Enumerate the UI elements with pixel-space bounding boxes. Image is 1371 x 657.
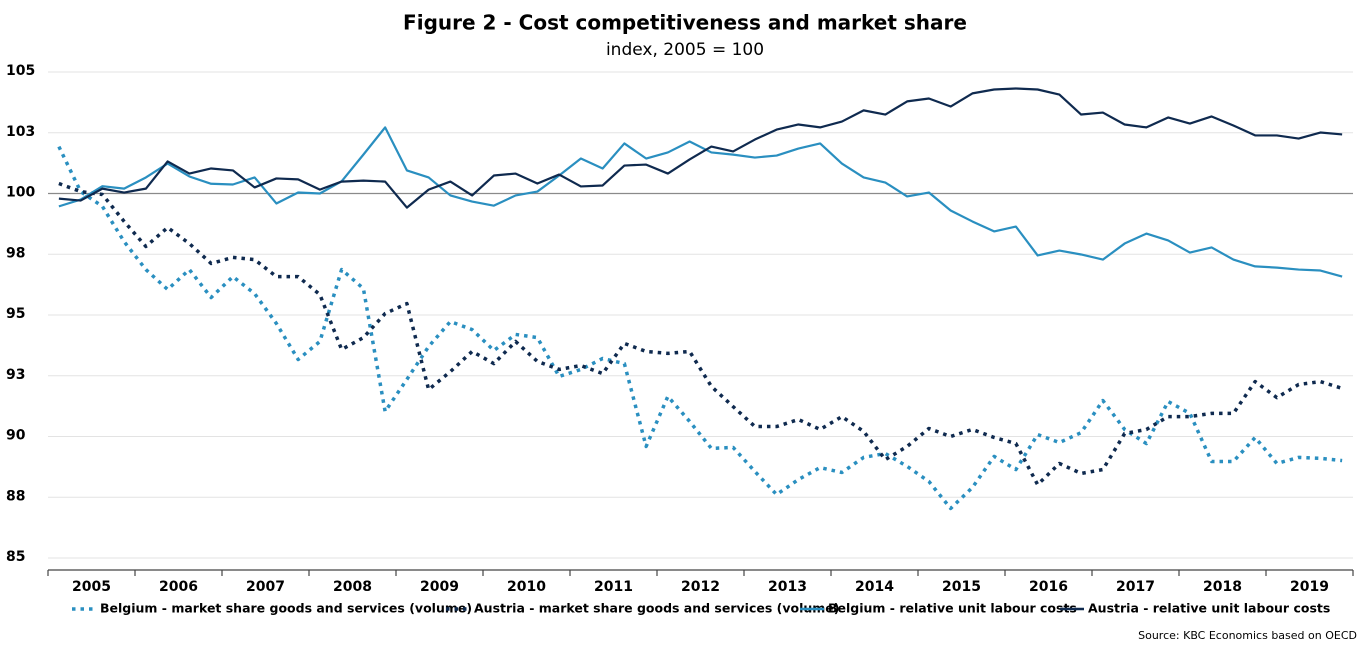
x-tick-label: 2019 — [1290, 579, 1329, 595]
source-note: Source: KBC Economics based on OECD — [1138, 629, 1357, 642]
y-tick-label: 85 — [6, 549, 25, 565]
series-line — [58, 181, 1343, 487]
x-tick-label: 2009 — [420, 579, 459, 595]
x-tick-label: 2015 — [942, 579, 981, 595]
x-tick-label: 2017 — [1116, 579, 1155, 595]
x-tick-label: 2014 — [855, 579, 894, 595]
chart-subtitle: index, 2005 = 100 — [606, 40, 764, 60]
legend-label: Belgium - market share goods and service… — [100, 601, 472, 616]
x-tick-label: 2007 — [246, 579, 285, 595]
x-tick-label: 2008 — [333, 579, 372, 595]
series-line — [58, 87, 1343, 209]
y-tick-label: 95 — [6, 306, 25, 322]
legend-label: Austria - market share goods and service… — [474, 601, 839, 616]
series-line — [57, 145, 1343, 511]
x-tick-label: 2012 — [681, 579, 720, 595]
x-tick-label: 2011 — [594, 579, 633, 595]
y-tick-label: 98 — [6, 245, 25, 261]
y-tick-label: 93 — [6, 367, 25, 383]
y-tick-label: 105 — [6, 63, 35, 79]
y-tick-label: 100 — [6, 185, 35, 201]
x-tick-label: 2016 — [1029, 579, 1068, 595]
x-tick-label: 2006 — [159, 579, 198, 595]
x-tick-label: 2018 — [1203, 579, 1242, 595]
legend-label: Belgium - relative unit labour costs — [828, 601, 1077, 616]
series-line — [58, 126, 1343, 278]
x-tick-label: 2010 — [507, 579, 546, 595]
legend-label: Austria - relative unit labour costs — [1088, 601, 1330, 616]
y-tick-label: 90 — [6, 428, 26, 444]
y-tick-label: 88 — [6, 488, 25, 504]
chart-title: Figure 2 - Cost competitiveness and mark… — [403, 11, 967, 35]
y-tick-label: 103 — [6, 124, 35, 140]
x-tick-label: 2005 — [72, 579, 111, 595]
x-tick-label: 2013 — [768, 579, 807, 595]
